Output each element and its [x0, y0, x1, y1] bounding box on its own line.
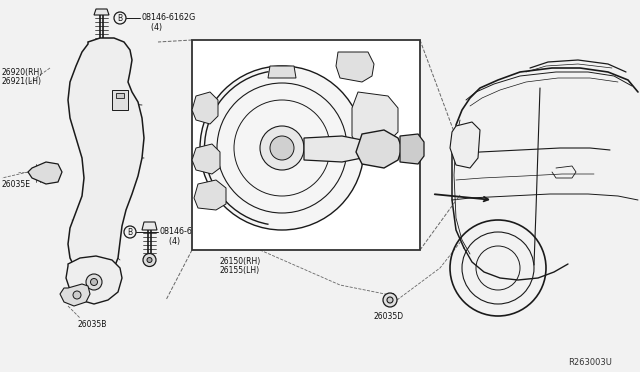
Polygon shape	[268, 66, 296, 78]
Polygon shape	[142, 222, 157, 230]
Polygon shape	[192, 92, 218, 124]
Polygon shape	[450, 122, 480, 168]
Polygon shape	[336, 52, 374, 82]
Polygon shape	[116, 93, 124, 98]
Polygon shape	[94, 9, 109, 15]
Text: B: B	[127, 228, 132, 237]
Circle shape	[200, 66, 364, 230]
Polygon shape	[194, 180, 226, 210]
Text: 26035D: 26035D	[374, 312, 404, 321]
Text: B: B	[117, 13, 123, 22]
Circle shape	[260, 126, 304, 170]
Text: 26719: 26719	[376, 148, 403, 157]
Polygon shape	[112, 90, 128, 110]
Circle shape	[94, 39, 108, 53]
Circle shape	[143, 253, 156, 266]
Text: 26035E: 26035E	[2, 180, 31, 189]
Polygon shape	[68, 38, 144, 280]
Text: 26920(RH): 26920(RH)	[2, 68, 44, 77]
Circle shape	[98, 43, 104, 49]
Polygon shape	[192, 144, 220, 174]
Circle shape	[86, 274, 102, 290]
Text: 08146-6162G
    (4): 08146-6162G (4)	[141, 13, 195, 32]
Bar	[192, 40, 420, 250]
Text: 26921(LH): 26921(LH)	[2, 77, 42, 86]
Polygon shape	[28, 162, 62, 184]
Circle shape	[90, 279, 97, 285]
Circle shape	[270, 136, 294, 160]
Circle shape	[387, 297, 393, 303]
Text: 26155(LH): 26155(LH)	[220, 266, 260, 275]
Circle shape	[73, 291, 81, 299]
Text: 08146-6162G
    (4): 08146-6162G (4)	[159, 227, 213, 246]
Polygon shape	[60, 284, 90, 306]
Polygon shape	[352, 92, 398, 148]
Polygon shape	[304, 136, 362, 162]
Polygon shape	[356, 130, 402, 168]
Text: 26035B: 26035B	[78, 320, 108, 329]
Text: 26150(RH): 26150(RH)	[220, 257, 261, 266]
Circle shape	[383, 293, 397, 307]
Text: R263003U: R263003U	[568, 358, 612, 367]
Circle shape	[147, 257, 152, 263]
Polygon shape	[66, 256, 122, 304]
Polygon shape	[400, 134, 424, 164]
